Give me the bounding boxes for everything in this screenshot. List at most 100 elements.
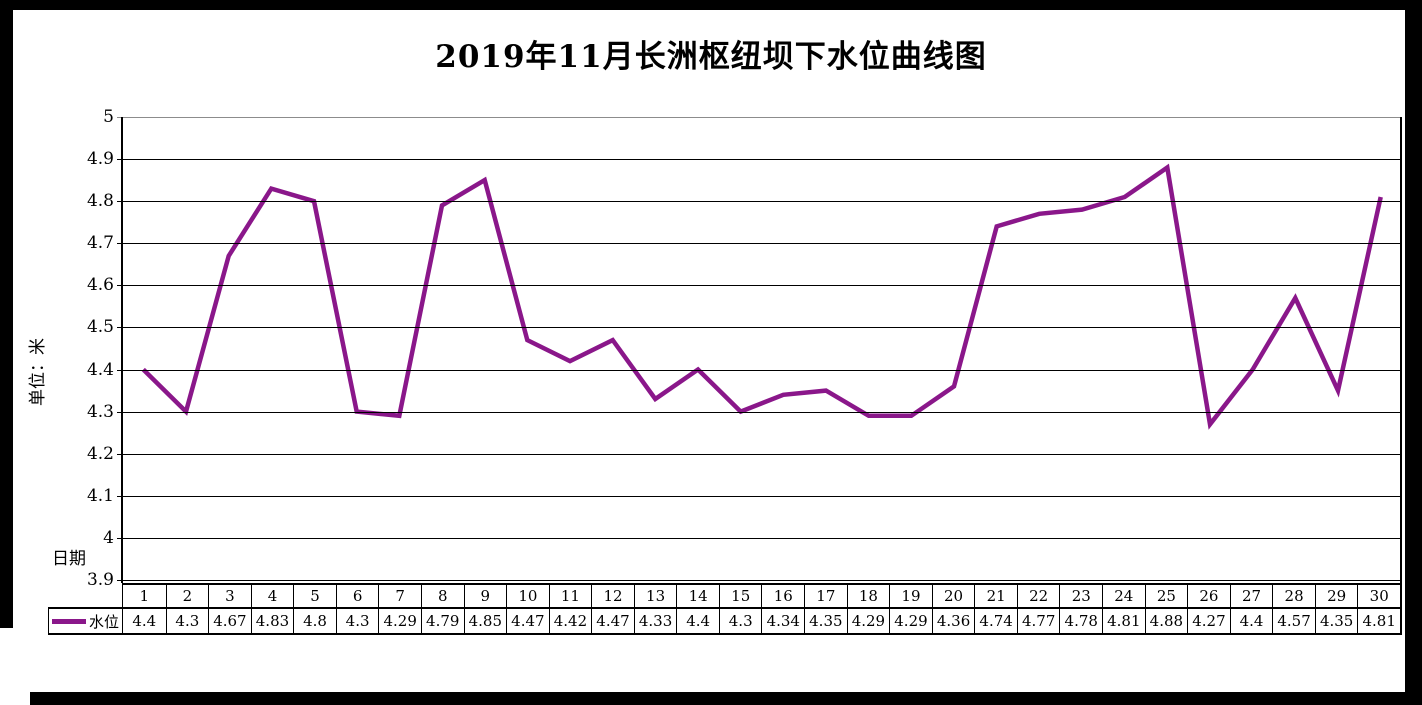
y-gridline — [117, 412, 1402, 413]
table-day-cell: 26 — [1187, 585, 1230, 609]
table-day-cell: 20 — [931, 585, 975, 609]
table-day-cell: 29 — [1314, 585, 1358, 609]
y-tick-label: 4.8 — [86, 191, 114, 211]
table-value-cell: 4.33 — [633, 609, 677, 633]
table-day-cell: 21 — [974, 585, 1017, 609]
legend-series-label: 水位 — [89, 612, 120, 631]
water-level-line-chart — [141, 163, 1383, 430]
frame-border-right — [1405, 0, 1422, 705]
y-gridline — [117, 327, 1402, 328]
table-day-cell: 6 — [335, 585, 379, 609]
table-day-cell: 30 — [1357, 585, 1400, 609]
table-value-cell: 4.67 — [208, 609, 251, 633]
table-value-cell: 4.3 — [165, 609, 209, 633]
plot-area — [117, 117, 1402, 581]
table-day-cell: 8 — [420, 585, 464, 609]
table-day-cell: 19 — [889, 585, 932, 609]
table-value-cell: 4.81 — [1102, 609, 1145, 633]
table-value-cell: 4.42 — [548, 609, 592, 633]
table-value-cell: 4.4 — [132, 612, 157, 630]
table-day-cell: 18 — [846, 585, 890, 609]
table-day-cell: 12 — [591, 585, 634, 609]
y-gridline — [117, 538, 1402, 539]
table-day-cell: 4 — [250, 585, 294, 609]
y-tick-label: 4.3 — [86, 402, 114, 422]
table-day-cell: 16 — [761, 585, 805, 609]
frame-border-top — [0, 0, 1422, 10]
table-value-cell: 4.36 — [931, 609, 975, 633]
table-value-cell: 4.4 — [676, 609, 719, 633]
y-tick-label: 4.5 — [86, 317, 114, 337]
y-tick-label: 5 — [103, 107, 114, 127]
y-gridline — [117, 370, 1402, 371]
table-value-cell: 4.27 — [1187, 609, 1230, 633]
table-day-cell: 3 — [208, 585, 251, 609]
y-tick-label: 4.6 — [86, 275, 114, 295]
y-gridline — [117, 201, 1402, 202]
table-day-cell: 9 — [463, 585, 507, 609]
frame-border-bottom — [30, 692, 1422, 705]
table-day-cell: 28 — [1272, 585, 1315, 609]
y-tick-label: 4.4 — [86, 360, 114, 380]
table-value-cell: 4.3 — [335, 609, 379, 633]
x-axis-title: 日期 — [52, 549, 86, 569]
table-value-cell: 4.85 — [463, 609, 507, 633]
y-tick-label: 4.7 — [86, 233, 114, 253]
table-value-cell: 4.35 — [1314, 609, 1358, 633]
table-day-cell: 11 — [548, 585, 592, 609]
table-value-cell: 4.29 — [378, 609, 421, 633]
y-gridline — [117, 496, 1402, 497]
y-tick-label: 4.2 — [86, 444, 114, 464]
table-day-cell: 25 — [1144, 585, 1188, 609]
table-day-cell: 7 — [378, 585, 421, 609]
table-value-cell: 4.47 — [591, 609, 634, 633]
table-value-cell: 4.77 — [1016, 609, 1060, 633]
table-day-cell: 17 — [804, 585, 847, 609]
table-value-cell: 4.3 — [718, 609, 762, 633]
table-value-cell: 4.83 — [250, 609, 294, 633]
table-value-cell: 4.79 — [420, 609, 464, 633]
table-day-cell: 5 — [293, 585, 336, 609]
table-day-cell: 27 — [1229, 585, 1273, 609]
y-axis-line — [121, 117, 123, 583]
table-value-cell: 4.29 — [846, 609, 890, 633]
table-day-cell: 10 — [506, 585, 549, 609]
table-day-cell: 23 — [1059, 585, 1103, 609]
table-value-cell: 4.35 — [804, 609, 847, 633]
table-value-cell: 4.29 — [889, 609, 932, 633]
frame-border-left — [0, 0, 13, 628]
plot-right-border — [1400, 117, 1402, 583]
legend-cell: 水位 — [48, 607, 122, 635]
table-value-cell: 4.57 — [1272, 609, 1315, 633]
y-gridline — [117, 159, 1402, 160]
y-gridline — [117, 580, 1402, 581]
y-gridline — [117, 454, 1402, 455]
data-table: 1 2 3 4 5 6 7 8 9 10 11 12 13 14 15 16 17 18 19 20 21 22 23 24 2… — [122, 583, 1402, 635]
table-value-cell: 4.74 — [974, 609, 1017, 633]
y-tick-label: 4.1 — [86, 486, 114, 506]
y-tick-label: 4 — [103, 528, 114, 548]
table-day-cell: 13 — [633, 585, 677, 609]
table-value-cell: 4.4 — [1229, 609, 1273, 633]
y-tick-label: 4.9 — [86, 149, 114, 169]
y-gridline — [117, 285, 1402, 286]
table-value-cell: 4.78 — [1059, 609, 1102, 633]
table-value-cell: 4.81 — [1357, 609, 1400, 633]
y-tick-label: 3.9 — [86, 570, 114, 590]
water-level-series-line — [141, 163, 1383, 430]
table-day-cell: 15 — [718, 585, 762, 609]
table-day-cell: 1 — [123, 585, 166, 609]
table-day-cell: 24 — [1102, 585, 1145, 609]
y-gridline — [117, 117, 1402, 118]
table-day-cell: 14 — [676, 585, 719, 609]
chart-title: 2019年11月长洲枢纽坝下水位曲线图 — [435, 39, 987, 75]
table-value-cell: 4.34 — [761, 609, 804, 633]
table-value-cell: 4.88 — [1144, 609, 1188, 633]
table-value-cell: 4.47 — [506, 609, 549, 633]
y-gridline — [117, 243, 1402, 244]
legend-line-swatch — [52, 618, 86, 624]
table-day-cell: 22 — [1016, 585, 1060, 609]
table-value-cell: 4.8 — [293, 609, 336, 633]
table-day-cell: 2 — [165, 585, 209, 609]
